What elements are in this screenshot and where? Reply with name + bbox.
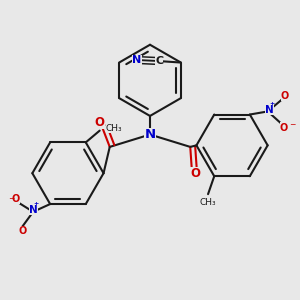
- Text: −: −: [8, 194, 15, 203]
- Text: N: N: [144, 128, 156, 141]
- Text: N: N: [132, 55, 142, 65]
- Text: C: C: [155, 56, 163, 66]
- Text: N: N: [265, 105, 273, 115]
- Text: CH₃: CH₃: [106, 124, 122, 133]
- Text: O: O: [12, 194, 20, 204]
- Text: O: O: [18, 226, 26, 236]
- Text: O: O: [190, 167, 200, 180]
- Text: N: N: [29, 205, 38, 215]
- Text: +: +: [34, 201, 39, 206]
- Text: O: O: [94, 116, 104, 129]
- Text: O: O: [281, 91, 289, 101]
- Text: −: −: [290, 120, 296, 129]
- Text: +: +: [269, 101, 274, 106]
- Text: O: O: [280, 122, 288, 133]
- Text: CH₃: CH₃: [200, 199, 216, 208]
